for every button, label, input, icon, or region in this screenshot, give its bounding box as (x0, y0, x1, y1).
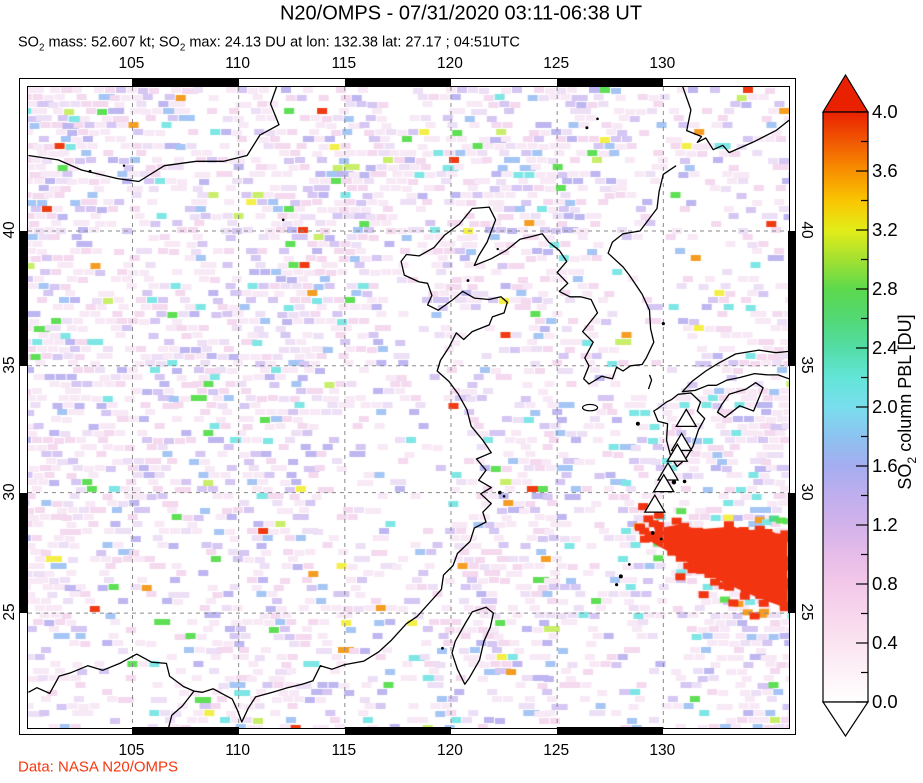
island-speck (441, 646, 444, 650)
stats-sub: 2 (179, 42, 186, 54)
island-speck (682, 479, 687, 484)
colorbar-under-arrow (821, 701, 870, 738)
frame-band-bottom (557, 727, 664, 734)
coast-jeju (581, 403, 599, 412)
volcano-marker (643, 493, 666, 513)
lon-tick-bottom-110: 110 (225, 742, 250, 759)
volcano-marker (656, 461, 680, 481)
colorbar-over-arrow (821, 73, 870, 113)
colorbar-label-1.2: 1.2 (872, 514, 898, 535)
lon-tick-top-130: 130 (649, 55, 676, 72)
coast-shikoku (716, 382, 764, 418)
island-speck (502, 494, 506, 498)
island-speck (615, 583, 619, 587)
frame-band-bottom (344, 727, 451, 734)
lat-tick-left-30: 30 (1, 482, 18, 501)
volcano-marker (666, 442, 689, 462)
border-vietnam (28, 653, 195, 695)
frame-band-top (344, 79, 451, 86)
colorbar-label-4.0: 4.0 (872, 101, 898, 122)
map-frame (19, 78, 796, 735)
colorbar-label-3.6: 3.6 (872, 160, 898, 181)
data-credit: Data: NASA N20/OMPS (18, 758, 179, 776)
stats-text: max: 24.13 DU at lon: 132.38 lat: 27.17 … (185, 34, 520, 51)
lon-tick-top-115: 115 (331, 55, 357, 72)
frame-band-right (788, 492, 795, 614)
lon-tick-top-110: 110 (225, 55, 250, 72)
island-speck (659, 537, 663, 541)
colorbar-label-0.0: 0.0 (872, 691, 898, 712)
plot-title: N20/OMPS - 07/31/2020 03:11-06:38 UT (279, 2, 643, 25)
island-speck (122, 164, 126, 167)
island-speck (618, 574, 623, 579)
lat-tick-right-25: 25 (798, 603, 815, 621)
island-speck (585, 126, 589, 130)
frame-band-top (557, 79, 664, 86)
island-speck (498, 490, 502, 495)
colorbar-title-text: SO (895, 463, 916, 490)
so2-stats-line: SO2 mass: 52.607 kt; SO2 max: 24.13 DU a… (18, 35, 520, 54)
colorbar-label-0.4: 0.4 (872, 632, 898, 653)
lon-tick-bottom-115: 115 (331, 742, 357, 759)
lat-tick-right-35: 35 (798, 356, 815, 374)
volcano-marker (675, 408, 698, 428)
lon-tick-bottom-130: 130 (649, 742, 676, 759)
lon-tick-top-120: 120 (437, 55, 463, 72)
map-area (27, 86, 790, 729)
colorbar-label-2.0: 2.0 (872, 396, 898, 417)
island-speck (496, 247, 499, 251)
coast-honshu-west (681, 349, 789, 393)
island-speck (635, 421, 640, 426)
lat-tick-left-40: 40 (1, 221, 18, 239)
coast-korea-china (167, 165, 677, 728)
lon-tick-top-125: 125 (543, 55, 570, 72)
border-mongolia (28, 87, 280, 183)
colorbar-title-sub: 2 (904, 456, 919, 464)
frame-band-right (788, 230, 795, 366)
lat-tick-left-35: 35 (1, 356, 18, 374)
island-speck (671, 479, 677, 485)
lon-tick-bottom-120: 120 (437, 742, 463, 759)
coast-tsushima (647, 374, 653, 390)
colorbar-label-2.8: 2.8 (872, 278, 898, 299)
colorbar-label-0.8: 0.8 (872, 573, 898, 594)
island-speck (466, 279, 470, 282)
so2-pixel-layer (28, 87, 789, 728)
lon-tick-bottom-105: 105 (118, 742, 145, 759)
frame-band-left (20, 492, 27, 614)
island-speck (281, 218, 285, 222)
frame-band-top (132, 79, 239, 86)
coast-russia-primorye (682, 87, 789, 154)
colorbar-label-1.6: 1.6 (872, 455, 898, 476)
lat-tick-right-40: 40 (798, 221, 815, 239)
island-speck (627, 562, 631, 566)
island-speck (661, 322, 665, 326)
island-speck (88, 169, 92, 173)
stats-sub: 2 (38, 42, 45, 54)
volcano-marker (652, 473, 675, 493)
colorbar-title-text: column PBL [DU] (895, 314, 916, 457)
coast-kyushu (653, 392, 706, 468)
stats-text: mass: 52.607 kt; SO (44, 34, 180, 51)
lat-tick-left-25: 25 (1, 603, 18, 621)
frame-band-bottom (132, 727, 239, 734)
lon-tick-top-105: 105 (118, 55, 145, 72)
colorbar-ticks (856, 111, 868, 703)
lon-tick-bottom-125: 125 (543, 742, 570, 759)
island-speck (650, 531, 655, 535)
colorbar (821, 73, 870, 738)
frame-band-left (20, 230, 27, 366)
map-overlay (28, 87, 789, 728)
colorbar-title: SO2 column PBL [DU] (895, 314, 919, 489)
coast-taiwan (451, 606, 495, 685)
colorbar-label-3.2: 3.2 (872, 219, 898, 240)
lat-tick-right-30: 30 (798, 482, 815, 501)
stats-text: SO (18, 34, 39, 51)
colorbar-label-2.4: 2.4 (872, 337, 898, 358)
island-speck (596, 117, 599, 121)
